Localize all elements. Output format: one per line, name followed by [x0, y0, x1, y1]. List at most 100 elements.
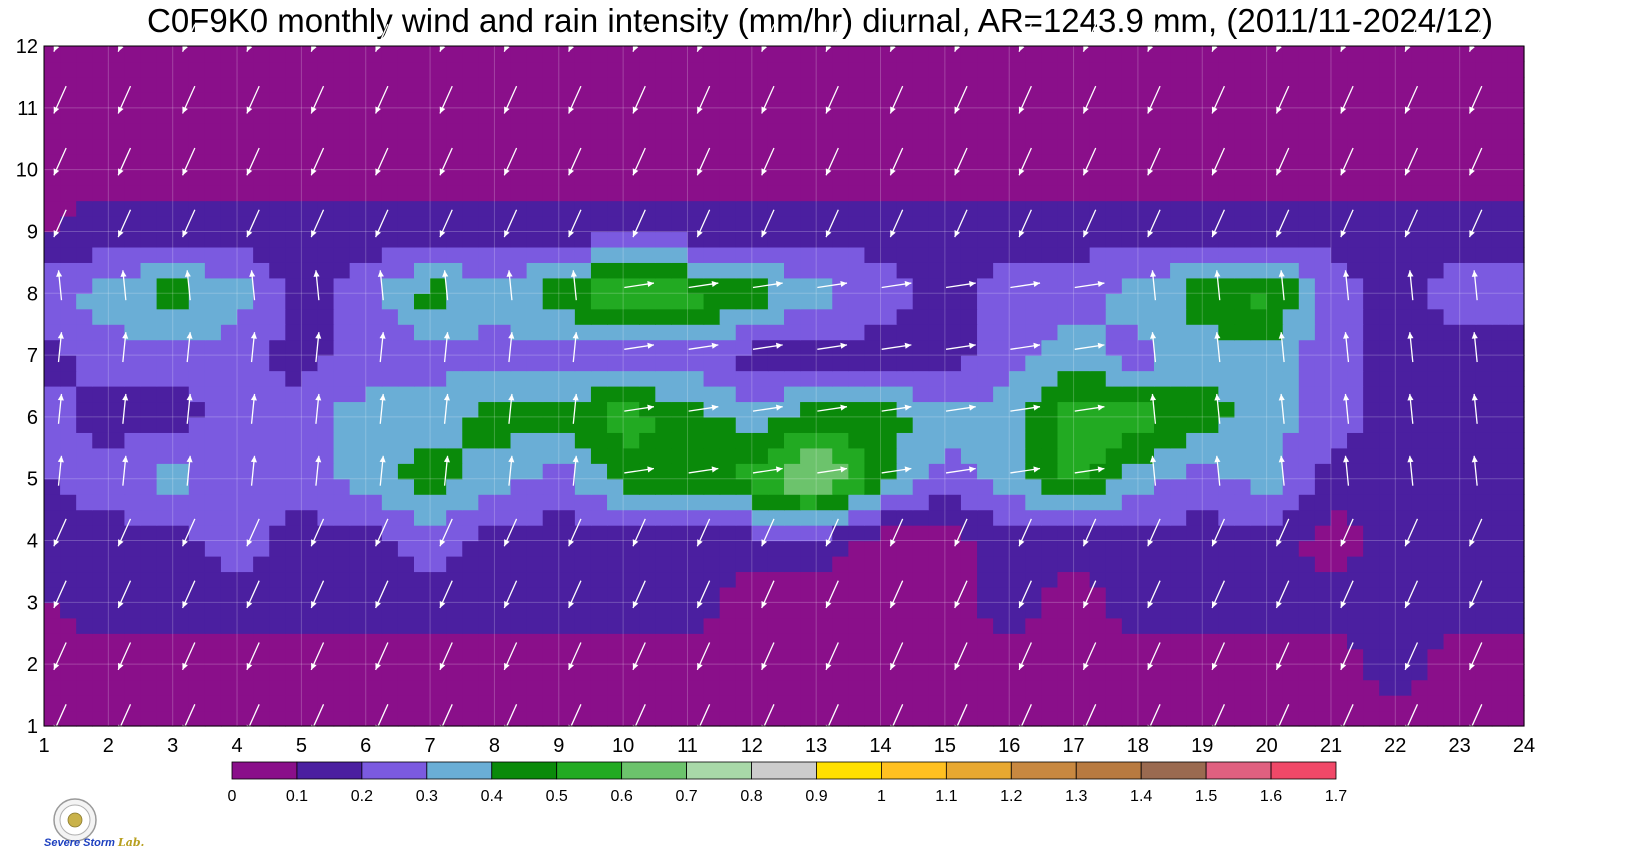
- wind-arrow-head: [1083, 662, 1089, 670]
- heatmap-cell: [397, 525, 415, 542]
- heatmap-cell: [269, 262, 286, 279]
- heatmap-cell: [462, 231, 479, 248]
- heatmap-cell: [590, 231, 608, 248]
- heatmap-cell: [1330, 432, 1348, 449]
- heatmap-cell: [237, 324, 254, 341]
- heatmap-cell: [816, 76, 833, 93]
- heatmap-cell: [928, 293, 946, 310]
- heatmap-cell: [1347, 231, 1364, 248]
- heatmap-cell: [365, 76, 383, 93]
- heatmap-cell: [655, 123, 672, 140]
- heatmap-cell: [365, 246, 383, 263]
- heatmap-cell: [1475, 416, 1493, 433]
- heatmap-cell: [108, 463, 126, 480]
- heatmap-cell: [960, 61, 978, 78]
- heatmap-cell: [430, 123, 447, 140]
- heatmap-cell: [703, 463, 721, 480]
- heatmap-cell: [912, 92, 930, 109]
- heatmap-cell: [381, 602, 399, 619]
- heatmap-cell: [993, 617, 1010, 634]
- colorbar-label: 1.2: [1000, 788, 1022, 805]
- heatmap-cell: [1041, 339, 1059, 356]
- heatmap-cell: [140, 679, 158, 696]
- heatmap-cell: [784, 46, 801, 63]
- heatmap-cell: [269, 432, 286, 449]
- heatmap-cell: [751, 571, 769, 588]
- heatmap-cell: [671, 200, 689, 217]
- heatmap-cell: [526, 355, 544, 372]
- heatmap-cell: [349, 185, 367, 202]
- heatmap-cell: [1121, 339, 1139, 356]
- heatmap-cell: [1427, 463, 1445, 480]
- heatmap-cell: [832, 277, 849, 294]
- wind-arrow-head: [1343, 393, 1350, 401]
- heatmap-cell: [767, 200, 785, 217]
- wind-arrow-head: [1033, 280, 1041, 287]
- heatmap-cell: [156, 138, 174, 155]
- heatmap-cell: [735, 138, 753, 155]
- heatmap-cell: [76, 525, 93, 542]
- heatmap-cell: [172, 277, 190, 294]
- heatmap-cell: [381, 185, 399, 202]
- heatmap-cell: [977, 76, 994, 93]
- heatmap-cell: [993, 61, 1010, 78]
- heatmap-cell: [1363, 355, 1380, 372]
- heatmap-cell: [1105, 416, 1123, 433]
- heatmap-cell: [44, 76, 61, 93]
- heatmap-cell: [44, 478, 61, 495]
- heatmap-cell: [1379, 556, 1396, 573]
- heatmap-cell: [607, 525, 624, 542]
- heatmap-cell: [220, 679, 238, 696]
- wind-arrow-head: [1214, 393, 1221, 401]
- heatmap-cell: [1250, 664, 1268, 681]
- heatmap-cell: [832, 540, 849, 557]
- heatmap-cell: [269, 664, 286, 681]
- heatmap-cell: [414, 92, 431, 109]
- heatmap-cell: [864, 138, 882, 155]
- heatmap-cell: [832, 386, 849, 403]
- heatmap-cell: [639, 61, 656, 78]
- heatmap-cell: [269, 679, 286, 696]
- heatmap-cell: [44, 648, 61, 665]
- heatmap-cell: [1330, 123, 1348, 140]
- heatmap-cell: [1041, 401, 1059, 418]
- heatmap-cell: [751, 695, 769, 712]
- heatmap-cell: [333, 432, 351, 449]
- heatmap-cell: [767, 370, 785, 387]
- heatmap-cell: [574, 61, 592, 78]
- heatmap-cell: [1427, 695, 1445, 712]
- heatmap-cell: [719, 339, 737, 356]
- heatmap-cell: [1475, 386, 1493, 403]
- heatmap-cell: [542, 710, 560, 727]
- heatmap-cell: [172, 386, 190, 403]
- heatmap-cell: [510, 617, 528, 634]
- heatmap-cell: [1121, 586, 1139, 603]
- heatmap-cell: [671, 478, 689, 495]
- heatmap-cell: [1330, 200, 1348, 217]
- heatmap-cell: [414, 586, 431, 603]
- heatmap-cell: [1089, 586, 1107, 603]
- wind-arrow-head: [840, 342, 848, 349]
- heatmap-cell: [430, 679, 447, 696]
- heatmap-cell: [1234, 308, 1252, 325]
- heatmap-cell: [526, 154, 544, 171]
- wind-arrow-head: [775, 280, 783, 287]
- wind-arrow-head: [375, 662, 381, 670]
- wind-arrow-head: [825, 106, 832, 114]
- heatmap-cell: [912, 123, 930, 140]
- heatmap-cell: [928, 586, 946, 603]
- heatmap-cell: [1507, 200, 1525, 217]
- heatmap-cell: [1057, 571, 1075, 588]
- wind-arrow-head: [1150, 270, 1157, 277]
- heatmap-cell: [912, 540, 930, 557]
- heatmap-cell: [220, 185, 238, 202]
- heatmap-cell: [333, 586, 351, 603]
- heatmap-cell: [462, 200, 479, 217]
- heatmap-cell: [510, 324, 528, 341]
- heatmap-cell: [1250, 432, 1268, 449]
- heatmap-cell: [1186, 324, 1203, 341]
- heatmap-cell: [1154, 432, 1171, 449]
- heatmap-cell: [188, 447, 206, 464]
- heatmap-cell: [1009, 370, 1026, 387]
- heatmap-cell: [285, 401, 302, 418]
